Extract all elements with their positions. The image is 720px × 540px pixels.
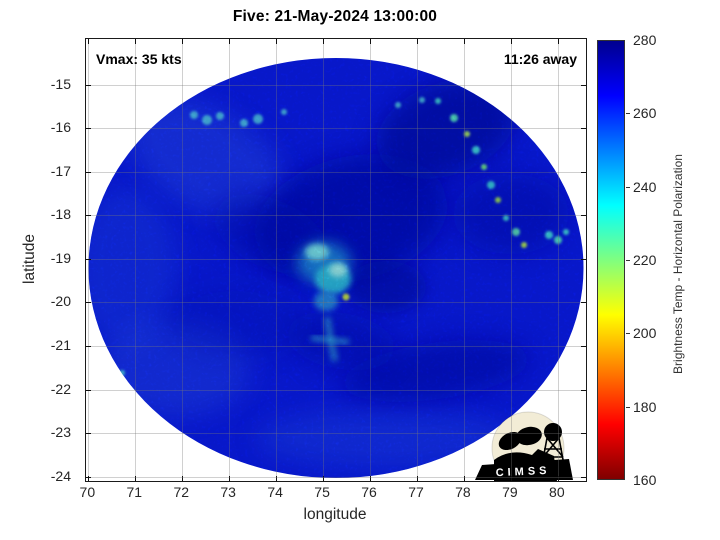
colorbar (597, 40, 625, 480)
cimss-logo: CIMSS (475, 411, 573, 481)
colorbar-tick-label-200: 200 (633, 325, 657, 342)
x-tick-label-70: 70 (79, 484, 96, 500)
y-tick-label--21: -21 (50, 337, 71, 353)
colorbar-tickmark-240 (626, 186, 630, 188)
colorbar-tick-label-240: 240 (633, 178, 657, 195)
x-tick-label-76: 76 (361, 484, 377, 500)
y-tick-label--24: -24 (50, 467, 71, 484)
x-tick-label-73: 73 (220, 484, 236, 500)
water-tower-icon (541, 423, 565, 466)
colorbar-tickmark-200 (626, 333, 630, 335)
colorbar-tick-labels: 280 260 240 220 200 180 160 (626, 32, 696, 488)
x-tick-label-75: 75 (314, 484, 330, 500)
vmax-annotation: Vmax: 35 kts (96, 51, 182, 67)
x-axis-label: longitude (303, 506, 367, 523)
y-tick-label--17: -17 (50, 162, 71, 179)
y-tick-label--22: -22 (50, 380, 71, 397)
y-axis-label: latitude (21, 234, 38, 284)
colorbar-tick-label-280: 280 (633, 32, 657, 48)
cimss-banner (475, 459, 573, 480)
chart-title: Five: 21-May-2024 13:00:00 (232, 8, 438, 25)
plot-area: CIMSS Vmax: 35 kts 11:26 away (85, 38, 587, 482)
y-tick-label--15: -15 (50, 75, 71, 92)
x-tick-label-80: 80 (549, 484, 565, 500)
storm-swath-image: CIMSS (88, 58, 584, 481)
time-away-annotation: 11:26 away (503, 51, 577, 67)
colorbar-tick-label-220: 220 (633, 252, 657, 268)
x-tick-label-72: 72 (173, 484, 190, 500)
cimss-logo-text: CIMSS (495, 465, 550, 479)
colorbar-tickmark-180 (626, 406, 630, 408)
x-tick-label-74: 74 (267, 484, 283, 500)
x-tick-label-78: 78 (455, 484, 471, 500)
colorbar-tick-label-260: 260 (633, 105, 657, 122)
y-tick-label--19: -19 (50, 249, 71, 266)
colorbar-tickmark-260 (626, 113, 630, 115)
x-tick-labels: 70 71 72 73 74 75 76 77 78 79 80 (80, 484, 585, 504)
y-tick-label--16: -16 (50, 119, 71, 136)
y-tick-label--20: -20 (50, 293, 71, 310)
swath-pixels (88, 58, 584, 478)
colorbar-tick-label-180: 180 (633, 398, 657, 415)
colorbar-tick-label-160: 160 (633, 472, 657, 488)
x-tick-label-77: 77 (408, 484, 424, 500)
x-tick-label-71: 71 (126, 484, 143, 500)
x-tick-label-79: 79 (502, 484, 518, 500)
y-tick-labels: -15 -16 -17 -18 -19 -20 -21 -22 -23 -24 (0, 38, 80, 484)
y-tick-label--23: -23 (50, 424, 71, 441)
y-tick-label--18: -18 (50, 206, 71, 223)
colorbar-tickmark-220 (626, 260, 630, 261)
